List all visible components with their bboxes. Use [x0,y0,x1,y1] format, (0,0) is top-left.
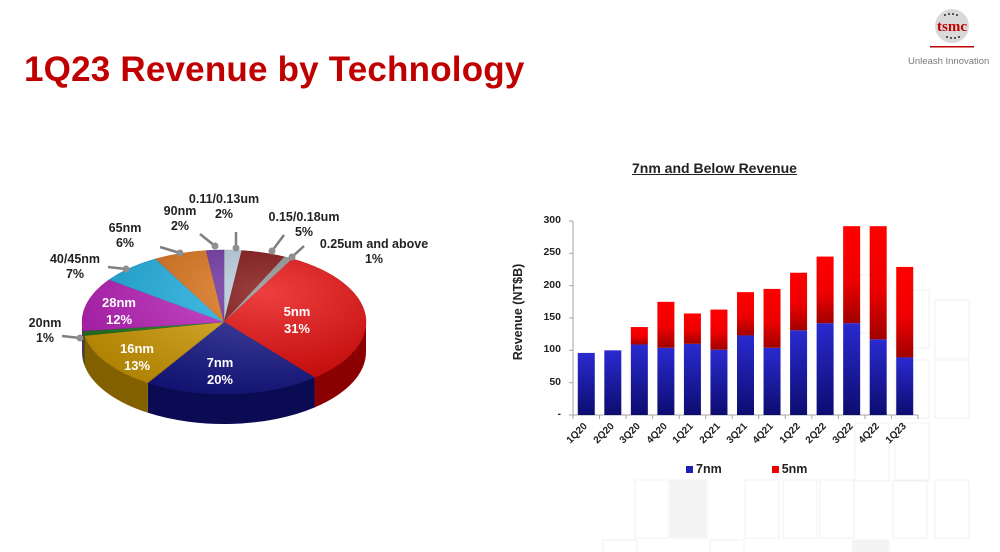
bar-7nm-4Q20 [657,347,675,415]
pie-label-90nm: 90nm 2% [164,204,197,234]
pie-slice-side [82,322,84,362]
pie-chart-graphic [61,232,367,424]
legend-item-7nm: 7nm [686,462,722,476]
y-tick-label: 150 [543,311,561,323]
bar-5nm-1Q21 [683,313,701,344]
pie-label-percent: 1% [35,331,55,345]
bar-7nm-2Q20 [604,350,622,415]
pie-label-name: 16nm [120,341,154,356]
pie-label-name: 20nm [28,316,62,330]
bar-chart-legend: 7nm 5nm [686,462,807,476]
tagline: Unleash Innovation [908,56,990,67]
bar-7nm-1Q21 [683,343,701,415]
pie-label-percent: 6% [115,236,135,250]
pie-label-0-25um-and-above: 0.25um and above 1% [320,237,428,267]
bar-7nm-4Q22 [869,339,887,415]
pie-label-percent: 12% [105,312,133,327]
bar-7nm-1Q22 [790,330,808,415]
bar-5nm-2Q21 [710,309,728,350]
pie-label-0-11-0-13um: 0.11/0.13um 2% [189,192,259,222]
y-tick-label: - [557,408,562,420]
bar-5nm-2Q22 [816,256,834,324]
pie-label-percent: 2% [214,207,234,221]
pie-slice-side [84,335,148,413]
svg-text:tsmc: tsmc [937,19,967,35]
bar-5nm-3Q22 [843,226,861,324]
pie-label-name: 65nm [108,221,142,235]
pie-label-percent: 13% [123,358,151,373]
pie-label-65nm: 65nm 6% [109,221,142,251]
pie-label-percent: 20% [206,372,234,387]
pie-label-percent: 1% [364,252,384,266]
technology-pie-chart: 0.11/0.13um 2% 0.15/0.18um 5% 0.25um and abo… [0,190,470,440]
y-tick-label: 250 [543,246,561,259]
pie-label-5nm: 5nm 31% [284,303,311,337]
bar-5nm-1Q22 [790,272,808,331]
bar-7nm-3Q21 [737,335,754,415]
bar-7nm-3Q22 [843,323,861,415]
page-title: 1Q23 Revenue by Technology [24,50,525,89]
bar-chart-title: 7nm and Below Revenue [632,160,797,176]
pie-label-percent: 5% [294,225,314,239]
pie-label-0-15-0-18um: 0.15/0.18um 5% [269,210,340,240]
pie-label-20nm: 20nm 1% [29,316,62,346]
tsmc-logo: tsmc [930,9,974,48]
pie-label-name: 7nm [206,355,234,370]
pie-label-name: 40/45nm [49,252,101,266]
pie-label-name: 0.11/0.13um [188,192,260,206]
pie-label-name: 90nm [163,204,197,218]
y-tick-label: 200 [543,278,561,291]
legend-label-5nm: 5nm [781,462,808,476]
bar-7nm-4Q21 [763,347,781,415]
legend-label-7nm: 7nm [696,462,722,476]
pie-label-name: 5nm [283,304,311,319]
bar-5nm-4Q22 [869,226,887,340]
bar-7nm-1Q23 [896,357,914,415]
y-tick-label: 50 [549,375,561,388]
pie-label-28nm: 28nm 12% [102,294,136,328]
bar-5nm-4Q20 [657,301,675,348]
pie-label-name: 0.15/0.18um [268,210,340,224]
pie-label-name: 28nm [102,295,136,310]
pie-label-7nm: 7nm 20% [207,354,234,388]
pie-label-16nm: 16nm 13% [120,340,154,374]
y-tick-label: 300 [543,214,561,226]
pie-label-percent: 2% [170,219,190,233]
bar-5nm-4Q21 [763,288,781,348]
bar-7nm-2Q21 [710,349,728,415]
legend-swatch-7nm [686,465,693,473]
bar-7nm-2Q22 [816,323,834,415]
pie-slice-side [314,322,366,408]
bar-5nm-3Q20 [630,327,648,345]
legend-item-5nm: 5nm [771,462,808,476]
bar-7nm-3Q20 [630,344,648,415]
pie-label-percent: 31% [283,321,311,336]
pie-label-40-45nm: 40/45nm 7% [50,252,100,282]
pie-slice-side [83,331,85,366]
bar-7nm-1Q20 [577,352,595,415]
pie-label-percent: 7% [65,267,85,281]
legend-swatch-5nm [771,465,779,473]
bar-5nm-1Q23 [896,266,914,358]
y-tick-label: 100 [543,343,561,356]
pie-slice-side [147,377,315,424]
bar-5nm-3Q21 [737,292,754,336]
pie-label-name: 0.25um and above [319,237,429,251]
